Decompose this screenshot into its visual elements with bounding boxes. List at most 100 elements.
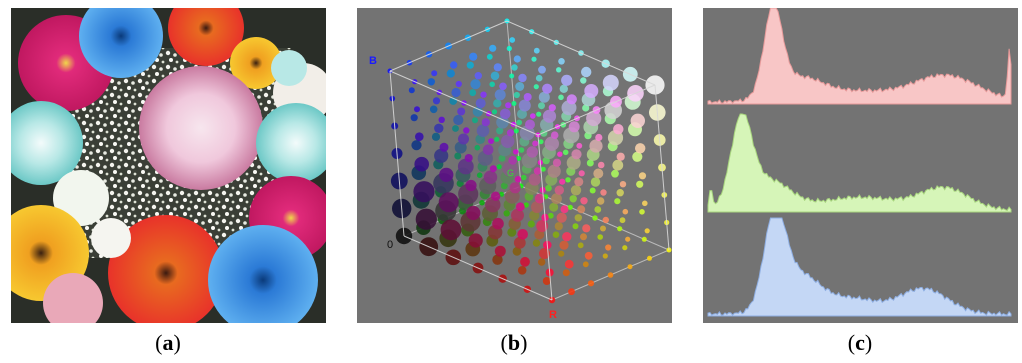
rgb-histograms	[703, 7, 1018, 323]
flower-photo-canvas	[0, 0, 336, 335]
color-bubble	[533, 167, 542, 175]
color-bubble	[451, 87, 461, 98]
color-bubble	[500, 108, 511, 120]
color-bubble	[527, 220, 535, 228]
color-bubble	[612, 159, 624, 171]
color-bubble	[544, 136, 559, 151]
color-bubble	[542, 109, 557, 123]
color-bubble	[531, 56, 537, 62]
cube-edge	[537, 134, 553, 301]
color-bubble	[432, 97, 441, 105]
color-bubble	[630, 113, 645, 128]
color-bubble	[581, 66, 592, 78]
color-bubble	[518, 73, 527, 83]
color-bubble	[466, 205, 481, 221]
color-bubble	[613, 124, 624, 135]
color-bubble	[509, 182, 521, 194]
color-bubble	[472, 117, 478, 124]
color-bubble	[602, 74, 619, 91]
color-bubble	[538, 65, 546, 74]
color-bubble	[465, 179, 477, 192]
color-bubble	[577, 242, 584, 249]
color-bubble	[570, 185, 582, 196]
color-bubble	[469, 52, 478, 61]
color-bubble	[580, 233, 587, 241]
color-bubble	[464, 154, 473, 162]
cube-edge	[389, 70, 539, 136]
color-bubble	[532, 140, 539, 147]
color-bubble	[538, 139, 544, 145]
color-bubble	[584, 84, 599, 98]
color-bubble	[498, 154, 506, 162]
color-bubble	[517, 229, 528, 240]
color-bubble	[486, 53, 493, 60]
color-bubble	[511, 64, 518, 71]
color-bubble	[512, 246, 522, 256]
color-bubble	[481, 118, 490, 127]
color-bubble	[496, 116, 509, 129]
color-bubble	[509, 73, 515, 79]
color-bubble	[513, 91, 520, 99]
color-bubble	[540, 166, 546, 172]
color-bubble	[597, 234, 603, 240]
color-bubble	[611, 169, 619, 178]
color-bubble	[549, 202, 559, 212]
color-bubble	[574, 214, 582, 222]
color-bubble	[489, 165, 497, 173]
color-bubble	[469, 89, 477, 97]
color-bubble	[434, 123, 444, 133]
color-bubble	[534, 229, 545, 240]
color-bubble	[539, 248, 550, 259]
color-bubble	[556, 67, 562, 73]
color-bubble	[638, 172, 647, 180]
axis-g-label: G	[507, 168, 514, 178]
color-bubble	[509, 37, 516, 43]
color-bubble	[558, 250, 565, 257]
color-bubble	[499, 82, 507, 91]
color-bubble	[566, 94, 577, 105]
color-bubble	[438, 116, 445, 124]
color-bubble	[513, 149, 519, 155]
color-bubble	[542, 83, 553, 94]
color-bubble	[475, 98, 486, 109]
color-bubble	[551, 193, 562, 205]
color-bubble	[515, 82, 525, 91]
color-bubble	[455, 80, 462, 88]
rgb-cube-canvas: B R 0 G	[369, 18, 672, 321]
color-bubble	[556, 212, 567, 223]
color-bubble	[619, 181, 627, 188]
color-bubble	[592, 215, 598, 221]
color-bubble	[482, 144, 494, 155]
color-bubble	[494, 89, 506, 101]
color-bubble	[552, 231, 560, 238]
color-bubble	[593, 168, 604, 179]
color-bubble	[567, 204, 573, 210]
color-bubble	[559, 240, 569, 250]
color-bubble	[493, 63, 502, 72]
color-bubble	[578, 170, 585, 177]
color-bubble	[607, 272, 614, 278]
color-bubble	[494, 136, 500, 142]
color-bubble	[554, 185, 564, 195]
axis-r-label: R	[549, 309, 557, 321]
color-bubble	[622, 208, 629, 215]
color-bubble	[503, 210, 510, 217]
caption-c: (c)	[847, 330, 873, 355]
color-bubble	[474, 144, 481, 151]
color-bubble	[576, 142, 583, 149]
color-bubble	[427, 78, 435, 86]
color-bubble	[438, 192, 459, 213]
color-bubble	[518, 147, 525, 153]
color-bubble	[530, 113, 536, 119]
color-bubble	[619, 217, 626, 224]
color-bubble	[515, 202, 525, 212]
color-bubble	[605, 244, 612, 251]
color-bubble	[511, 101, 517, 106]
color-bubble	[458, 133, 469, 145]
color-bubble	[558, 58, 565, 65]
color-bubble	[506, 129, 515, 137]
color-bubble	[582, 224, 591, 233]
color-bubble	[480, 91, 487, 98]
color-bubble	[589, 139, 603, 153]
color-bubble	[600, 189, 607, 196]
